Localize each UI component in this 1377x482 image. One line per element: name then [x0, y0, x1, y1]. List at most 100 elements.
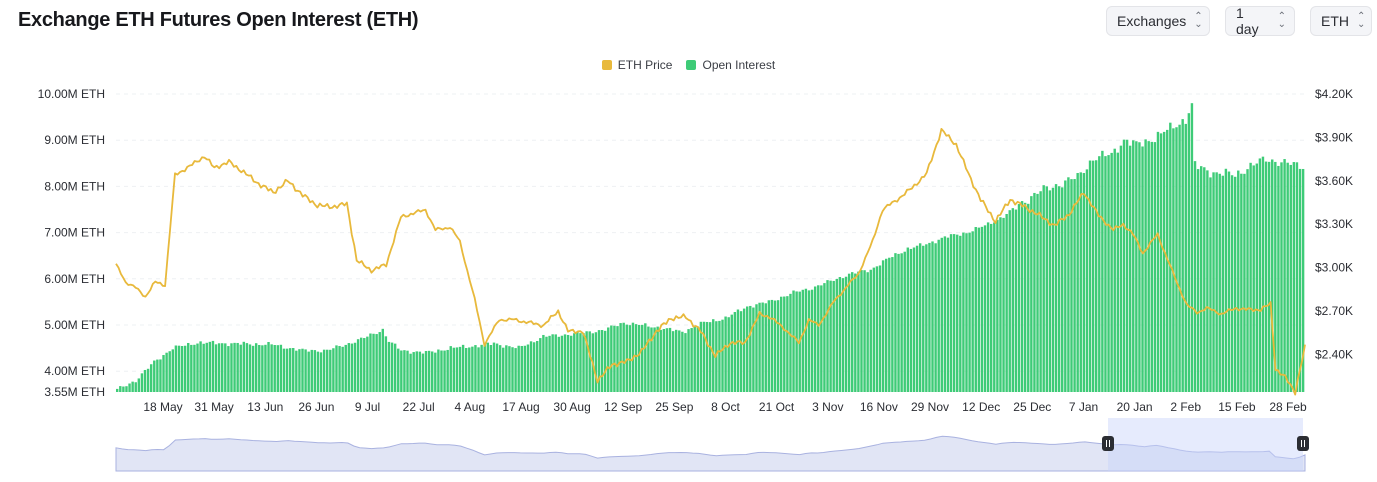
- oi-bar: [1023, 202, 1027, 392]
- oi-bar: [551, 334, 554, 392]
- navigator-handle-left[interactable]: [1102, 436, 1114, 451]
- oi-bar: [1067, 177, 1070, 392]
- oi-bar: [888, 257, 891, 392]
- x-tick-label: 13 Jun: [247, 400, 283, 414]
- oi-bar: [162, 355, 165, 392]
- oi-bar: [971, 231, 974, 392]
- oi-bar: [1147, 141, 1150, 392]
- oi-bar: [295, 350, 298, 392]
- oi-bar: [764, 303, 767, 392]
- legend-label-oi: Open Interest: [702, 58, 776, 72]
- oi-bar: [338, 346, 341, 392]
- oi-bar: [1224, 168, 1228, 392]
- oi-bar: [1159, 133, 1163, 392]
- oi-bar: [492, 342, 496, 392]
- x-tick-label: 22 Jul: [403, 400, 435, 414]
- oi-bar: [962, 232, 965, 392]
- oi-bar: [1036, 193, 1039, 392]
- oi-bar: [789, 293, 792, 392]
- oi-bar: [508, 346, 511, 392]
- oi-bar: [641, 324, 644, 392]
- oi-bar: [928, 242, 931, 392]
- x-tick-label: 21 Oct: [759, 400, 795, 414]
- x-tick-label: 25 Dec: [1013, 400, 1051, 414]
- oi-bar: [1153, 142, 1157, 392]
- oi-bar: [582, 333, 585, 392]
- oi-bar: [230, 343, 233, 392]
- coin-select[interactable]: ETH ⌃ ⌄: [1310, 6, 1372, 36]
- x-tick-label: 30 Aug: [553, 400, 590, 414]
- oi-bar: [569, 335, 573, 392]
- oi-bar: [1070, 179, 1073, 392]
- oi-bar: [116, 388, 119, 392]
- oi-bar: [847, 273, 851, 392]
- interval-select[interactable]: 1 day ⌃ ⌄: [1225, 5, 1295, 37]
- exchanges-select[interactable]: Exchanges ⌃ ⌄: [1106, 6, 1210, 36]
- oi-bar: [721, 319, 724, 392]
- oi-bar: [387, 341, 391, 392]
- oi-bar: [755, 304, 758, 392]
- oi-bar: [931, 241, 934, 392]
- oi-bar: [224, 343, 227, 392]
- oi-bar: [254, 343, 258, 392]
- navigator-area: [115, 435, 1306, 472]
- oi-bar: [461, 344, 465, 392]
- oi-bar: [1184, 123, 1187, 392]
- oi-bar: [603, 330, 607, 392]
- oi-bar: [696, 326, 700, 392]
- oi-bar: [431, 351, 434, 392]
- oi-bar: [712, 319, 715, 392]
- oi-bar: [149, 364, 153, 392]
- oi-bar: [242, 341, 246, 392]
- oi-bar: [637, 325, 641, 392]
- oi-bar: [965, 233, 968, 392]
- oi-bar: [1132, 140, 1135, 392]
- oi-bar: [258, 345, 261, 392]
- oi-bar: [273, 345, 276, 392]
- oi-bar: [190, 344, 193, 392]
- navigator-handle-right[interactable]: [1297, 436, 1309, 451]
- oi-bar: [1088, 160, 1092, 392]
- oi-bar: [480, 344, 483, 392]
- oi-bar: [1116, 152, 1120, 392]
- oi-bar: [1209, 177, 1212, 392]
- oi-bar: [983, 225, 987, 392]
- oi-bar: [872, 267, 876, 392]
- oi-bar: [369, 333, 372, 392]
- oi-bar: [477, 347, 480, 392]
- legend-swatch-oi: [686, 60, 697, 70]
- oi-bar: [471, 346, 474, 392]
- oi-bar: [823, 283, 826, 392]
- oi-bar: [1042, 185, 1045, 392]
- navigator-selected-range: [1108, 418, 1303, 471]
- oi-bar: [1017, 204, 1021, 392]
- oi-bar: [699, 321, 703, 392]
- x-tick-label: 9 Jul: [355, 400, 380, 414]
- legend-item-open-interest[interactable]: Open Interest: [686, 58, 775, 72]
- oi-bar: [684, 333, 687, 392]
- oi-bar: [239, 344, 242, 392]
- oi-bar: [863, 270, 866, 392]
- oi-bar: [1002, 217, 1005, 392]
- oi-bar: [464, 348, 468, 392]
- oi-bar: [1076, 173, 1079, 392]
- x-tick-label: 3 Nov: [812, 400, 843, 414]
- oi-bar: [1014, 209, 1018, 392]
- y-right-tick-label: $3.60K: [1315, 174, 1353, 188]
- oi-bar: [736, 309, 740, 392]
- oi-bar: [134, 382, 137, 392]
- oi-bar: [168, 351, 171, 392]
- x-tick-label: 12 Dec: [962, 400, 1000, 414]
- legend-item-eth-price[interactable]: ETH Price: [601, 58, 672, 72]
- oi-bar: [359, 337, 363, 392]
- oi-bar: [517, 345, 520, 392]
- oi-bar: [986, 222, 990, 392]
- oi-bar: [378, 332, 381, 392]
- oi-bar: [322, 349, 326, 392]
- x-tick-label: 8 Oct: [711, 400, 740, 414]
- oi-bar: [844, 276, 848, 392]
- oi-bar: [1286, 162, 1289, 392]
- oi-bar: [671, 331, 675, 392]
- oi-bar: [826, 280, 829, 392]
